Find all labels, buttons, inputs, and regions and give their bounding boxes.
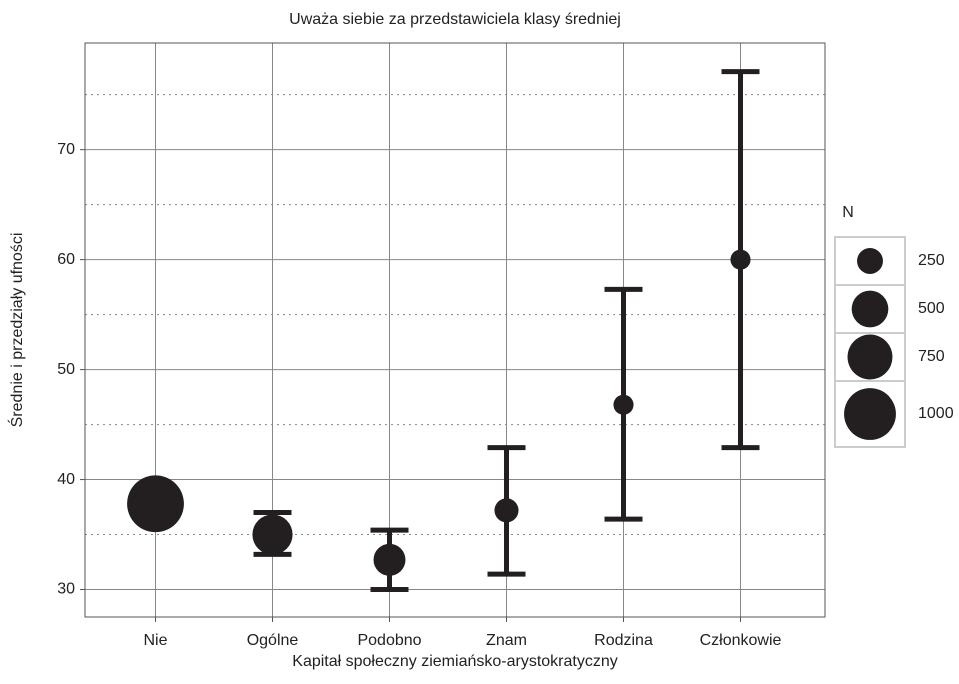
legend-label: 250 [918,252,945,269]
legend-bubble [847,334,893,380]
y-tick-label: 50 [57,361,75,378]
legend-bubble [844,388,896,440]
mean-bubble [373,543,406,576]
mean-bubble [494,498,519,523]
y-tick-label: 70 [57,141,75,158]
legend-cell [834,236,906,286]
x-tick-label: Członkowie [700,632,782,649]
y-tick-label: 60 [57,251,75,268]
legend-bubble [851,290,889,328]
x-tick-label: Ogólne [247,632,299,649]
chart-title: Uważa siebie za przedstawiciela klasy śr… [289,11,621,28]
x-tick-label: Nie [143,632,167,649]
legend-bubble [857,248,883,274]
mean-bubble [252,514,293,555]
x-axis-label: Kapitał społeczny ziemiańsko-arystokraty… [292,653,617,670]
x-tick-label: Podobno [357,632,421,649]
legend-label: 500 [918,300,945,317]
y-tick-label: 30 [57,581,75,598]
y-tick-label: 40 [57,471,75,488]
legend-label: 1000 [918,405,954,422]
mean-bubble [730,249,751,270]
x-tick-label: Znam [486,632,527,649]
mean-bubble [613,394,634,415]
plot-frame [84,42,826,618]
mean-bubble [127,475,184,533]
legend-label: 750 [918,348,945,365]
y-axis-label: Średnie i przedziały ufności [7,233,26,428]
x-tick-label: Rodzina [594,632,653,649]
legend-title: N [842,204,854,221]
